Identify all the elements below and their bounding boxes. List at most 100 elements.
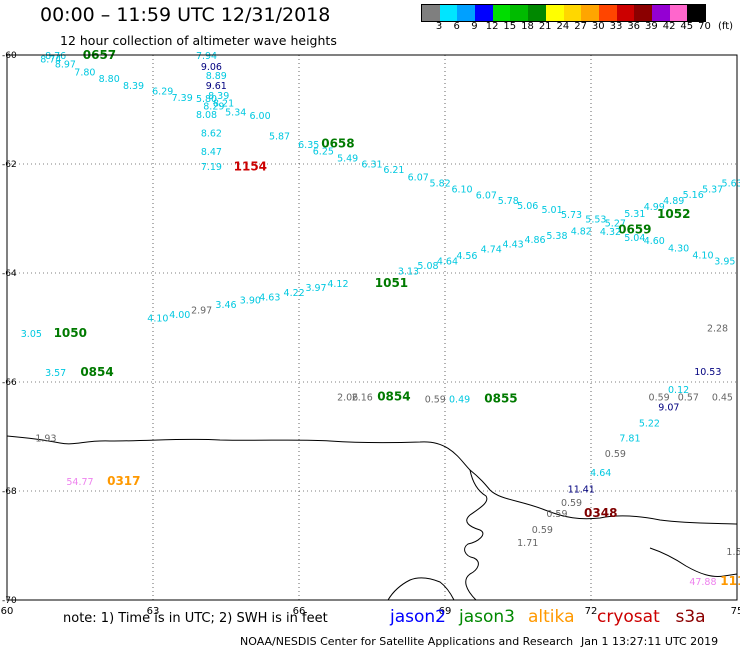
color-scale-label: 30 (591, 21, 605, 32)
wave-height-label: 0.59 (561, 498, 582, 509)
pass-time-label: 0317 (107, 474, 140, 488)
color-scale-swatch (687, 5, 705, 21)
wave-height-label: 6.07 (408, 173, 429, 184)
color-scale-label: 27 (574, 21, 587, 32)
color-scale-label: 18 (521, 21, 534, 32)
wave-height-label: 8.39 (123, 81, 144, 92)
wave-height-label: 10.53 (694, 367, 721, 378)
color-scale-swatch (563, 5, 582, 21)
wave-height-label: 5.87 (269, 132, 290, 143)
wave-height-label: 6.21 (383, 165, 404, 176)
wave-height-label: 7.19 (201, 162, 222, 173)
wave-height-label: 5.04 (624, 233, 645, 244)
footer-timestamp: Jan 1 13:27:11 UTC 2019 (581, 635, 719, 648)
color-scale-swatch (422, 5, 440, 21)
color-scale-label: 6 (453, 21, 460, 32)
wave-height-color-scale (421, 4, 706, 22)
footer-note: note: 1) Time is in UTC; 2) SWH is in fe… (63, 611, 328, 626)
latitude-tick-label: -70 (2, 596, 17, 606)
latitude-tick-label: -60 (2, 51, 17, 61)
color-scale-unit: (ft) (718, 21, 734, 32)
wave-height-label: 2.16 (352, 393, 373, 404)
color-scale-swatch (492, 5, 511, 21)
wave-height-label: 8.62 (201, 128, 222, 139)
color-scale-swatch (581, 5, 599, 21)
color-scale-swatch (457, 5, 476, 21)
pass-time-label: 0855 (484, 391, 517, 405)
wave-height-label: 0.57 (678, 393, 699, 404)
wave-height-label: 1.54 (726, 547, 740, 558)
coastline (6, 435, 738, 601)
wave-height-label: 0.59 (605, 449, 626, 460)
wave-height-label: 8.76 (45, 51, 66, 62)
wave-height-label: 4.89 (663, 196, 684, 207)
wave-height-label: 0.59 (532, 525, 553, 536)
pass-time-label: 0854 (80, 365, 113, 379)
color-scale-label: 70 (698, 21, 711, 32)
color-scale-swatch (634, 5, 652, 21)
pass-time-label: 0659 (618, 222, 651, 236)
wave-height-label: 5.08 (417, 261, 438, 272)
latitude-tick-label: -64 (2, 269, 17, 279)
wave-height-label: 4.63 (259, 292, 280, 303)
wave-height-label: 5.27 (605, 218, 626, 229)
wave-height-label: 4.56 (456, 251, 477, 262)
wave-height-label: 0.45 (712, 393, 733, 404)
wave-height-label: 8.29 (203, 102, 224, 113)
map-frame (6, 54, 738, 601)
wave-height-label: 8.39 (208, 91, 229, 102)
legend-jason2: jason2 (390, 607, 446, 627)
wave-height-label: 2.28 (707, 324, 728, 335)
wave-height-label: 6.31 (361, 159, 382, 170)
pass-time-label: 0658 (321, 136, 354, 150)
color-scale-swatch (669, 5, 688, 21)
wave-height-label: 5.34 (225, 108, 246, 119)
wave-height-label: 4.12 (327, 279, 348, 290)
wave-height-label: 8.47 (201, 147, 222, 158)
wave-height-label: 4.74 (481, 244, 502, 255)
wave-height-label: 6.10 (451, 185, 472, 196)
legend-altika: altika (528, 607, 575, 627)
wave-height-label: 8.89 (206, 71, 227, 82)
wave-height-label: 4.64 (590, 468, 611, 479)
wave-height-label: 5.31 (624, 209, 645, 220)
latitude-tick-label: -62 (2, 160, 17, 170)
latitude-tick-label: -68 (2, 487, 17, 497)
color-scale-label: 42 (662, 21, 676, 32)
wave-height-label: 9.07 (658, 403, 679, 414)
wave-height-label: 3.13 (398, 266, 419, 277)
pass-time-label: 0348 (584, 506, 617, 520)
wave-height-label: 5.73 (561, 210, 582, 221)
longitude-tick-label: 69 (439, 606, 452, 617)
lat-lon-grid (7, 55, 737, 600)
wave-height-label: 47.88 (689, 577, 716, 588)
wave-height-label: 1.71 (517, 538, 538, 549)
longitude-tick-label: 66 (293, 606, 306, 617)
color-scale-label: 21 (538, 21, 552, 32)
wave-height-label: 4.99 (644, 202, 665, 213)
coastline-segment (464, 469, 488, 601)
wave-height-label: 7.80 (74, 67, 95, 78)
color-scale-label: 33 (609, 21, 623, 32)
wave-height-label: 0.59 (425, 394, 446, 405)
wave-height-label: 5.01 (541, 205, 562, 216)
wave-height-label: 4.22 (284, 288, 305, 299)
wave-height-label: 1.93 (35, 434, 56, 445)
color-scale-swatch (475, 5, 493, 21)
wave-height-label: 5.49 (337, 153, 358, 164)
pass-time-label: 1117 (720, 574, 740, 588)
wave-height-label: 0.59 (649, 393, 670, 404)
wave-height-label: 5.16 (683, 190, 704, 201)
wave-height-label: 6.00 (249, 111, 270, 122)
wave-height-label: 5.06 (517, 201, 538, 212)
longitude-tick-label: 60 (1, 606, 14, 617)
wave-height-label: 0.12 (668, 385, 689, 396)
page-title: 00:00 – 11:59 UTC 12/31/2018 (40, 4, 331, 26)
wave-height-label: 5.80 (196, 94, 217, 105)
longitude-tick-label: 75 (731, 606, 740, 617)
wave-height-label: 5.22 (639, 418, 660, 429)
color-scale-swatch (616, 5, 635, 21)
wave-height-label: 7.94 (196, 51, 217, 62)
